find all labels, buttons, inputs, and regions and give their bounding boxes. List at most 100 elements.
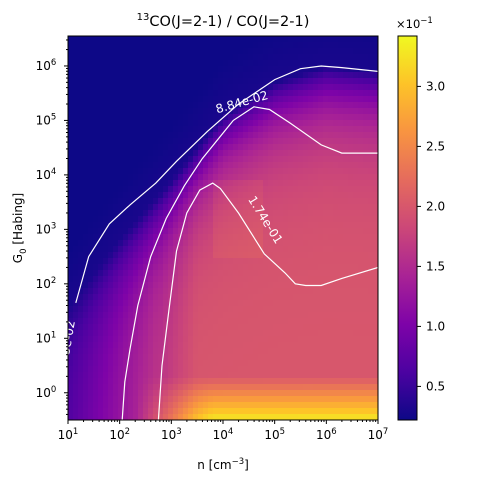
heatmap-cell bbox=[278, 408, 284, 415]
heatmap-cell bbox=[233, 180, 239, 187]
heatmap-cell bbox=[173, 216, 179, 223]
heatmap-cell bbox=[238, 330, 244, 337]
heatmap-cell bbox=[73, 306, 79, 313]
heatmap-cell bbox=[238, 186, 244, 193]
heatmap-cell bbox=[313, 174, 319, 181]
heatmap-cell bbox=[93, 138, 99, 145]
heatmap-cell bbox=[368, 180, 374, 187]
heatmap-cell bbox=[123, 408, 129, 415]
heatmap-cell bbox=[173, 90, 179, 97]
heatmap-cell bbox=[88, 90, 94, 97]
heatmap-cell bbox=[183, 54, 189, 61]
heatmap-cell bbox=[133, 210, 139, 217]
heatmap-cell bbox=[358, 384, 364, 391]
heatmap-cell bbox=[218, 156, 224, 163]
heatmap-cell bbox=[178, 72, 184, 79]
heatmap-cell bbox=[113, 294, 119, 301]
heatmap-cell bbox=[323, 84, 329, 91]
heatmap-cell bbox=[88, 138, 94, 145]
heatmap-cell bbox=[268, 318, 274, 325]
heatmap-cell bbox=[88, 198, 94, 205]
heatmap-cell bbox=[333, 180, 339, 187]
heatmap-cell bbox=[353, 222, 359, 229]
heatmap-cell bbox=[233, 366, 239, 373]
heatmap-cell bbox=[328, 312, 334, 319]
heatmap-cell bbox=[118, 102, 124, 109]
heatmap-cell bbox=[158, 126, 164, 133]
heatmap-cell bbox=[343, 390, 349, 397]
heatmap-cell bbox=[323, 258, 329, 265]
heatmap-cell bbox=[313, 162, 319, 169]
contour-line bbox=[75, 65, 378, 304]
heatmap-cell bbox=[283, 42, 289, 49]
heatmap-cell bbox=[88, 312, 94, 319]
heatmap-cell bbox=[88, 390, 94, 397]
heatmap-cell bbox=[148, 348, 154, 355]
heatmap-cell bbox=[263, 414, 269, 420]
heatmap-cell bbox=[143, 240, 149, 247]
heatmap-cell bbox=[288, 168, 294, 175]
heatmap-cell bbox=[358, 210, 364, 217]
heatmap-cell bbox=[263, 228, 269, 235]
heatmap-cell bbox=[143, 96, 149, 103]
heatmap-cell bbox=[333, 264, 339, 271]
heatmap-cell bbox=[258, 330, 264, 337]
heatmap-cell bbox=[183, 276, 189, 283]
heatmap-cell bbox=[268, 66, 274, 73]
heatmap-cell bbox=[213, 222, 219, 229]
heatmap-cell bbox=[278, 366, 284, 373]
heatmap-cell bbox=[348, 354, 354, 361]
heatmap-cell bbox=[83, 402, 89, 409]
heatmap-cell bbox=[223, 150, 229, 157]
heatmap-cell bbox=[213, 294, 219, 301]
heatmap-cell bbox=[88, 366, 94, 373]
heatmap-cell bbox=[283, 312, 289, 319]
heatmap-cell bbox=[163, 402, 169, 409]
heatmap-cell bbox=[73, 402, 79, 409]
heatmap-cell bbox=[158, 312, 164, 319]
heatmap-cell bbox=[103, 48, 109, 55]
heatmap-cell bbox=[203, 216, 209, 223]
heatmap-cell bbox=[153, 150, 159, 157]
heatmap-cell bbox=[308, 378, 314, 385]
heatmap-cell bbox=[173, 372, 179, 379]
heatmap-cell bbox=[188, 150, 194, 157]
heatmap-cell bbox=[243, 174, 249, 181]
heatmap-cell bbox=[218, 372, 224, 379]
heatmap-cell bbox=[123, 66, 129, 73]
heatmap-cell bbox=[353, 384, 359, 391]
heatmap-cell bbox=[123, 240, 129, 247]
heatmap-cell bbox=[233, 246, 239, 253]
heatmap-cell bbox=[373, 396, 378, 403]
heatmap-cell bbox=[283, 180, 289, 187]
heatmap-cell bbox=[343, 78, 349, 85]
heatmap-cell bbox=[153, 384, 159, 391]
heatmap-cell bbox=[298, 132, 304, 139]
heatmap-cell bbox=[273, 384, 279, 391]
heatmap-cell bbox=[288, 66, 294, 73]
heatmap-cell bbox=[83, 90, 89, 97]
heatmap-cell bbox=[88, 192, 94, 199]
heatmap-cell bbox=[208, 408, 214, 415]
heatmap-cell bbox=[353, 42, 359, 49]
heatmap-cell bbox=[343, 42, 349, 49]
heatmap-cell bbox=[298, 258, 304, 265]
heatmap-cell bbox=[198, 372, 204, 379]
heatmap-cell bbox=[133, 138, 139, 145]
heatmap-cell bbox=[293, 132, 299, 139]
heatmap-cell bbox=[233, 378, 239, 385]
heatmap-cell bbox=[168, 162, 174, 169]
heatmap-cell bbox=[338, 204, 344, 211]
heatmap-cell bbox=[253, 258, 259, 265]
heatmap-cell bbox=[303, 306, 309, 313]
heatmap-cell bbox=[228, 192, 234, 199]
heatmap-cell bbox=[98, 102, 104, 109]
heatmap-cell bbox=[88, 402, 94, 409]
heatmap-cell bbox=[368, 246, 374, 253]
heatmap-cell bbox=[93, 330, 99, 337]
heatmap-cell bbox=[353, 408, 359, 415]
heatmap-cell bbox=[148, 390, 154, 397]
heatmap-cell bbox=[78, 36, 84, 43]
heatmap-cell bbox=[273, 282, 279, 289]
heatmap-cell bbox=[138, 342, 144, 349]
